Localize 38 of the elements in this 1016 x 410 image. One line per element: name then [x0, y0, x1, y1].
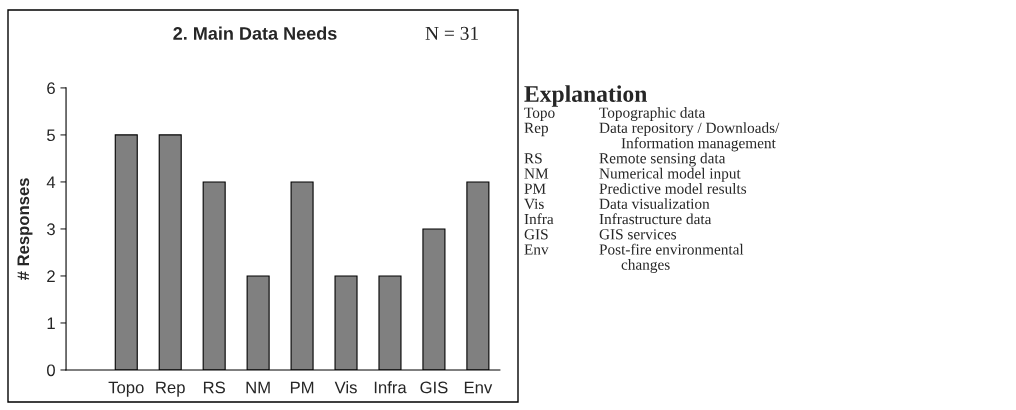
x-tick-label: NM	[246, 381, 270, 394]
text: PM	[524, 183, 546, 194]
text: GIS	[524, 229, 548, 240]
text: Vis	[524, 198, 544, 210]
y-tick-label: 2	[47, 270, 55, 282]
text: NM	[524, 168, 549, 179]
y-tick-label: 4	[46, 176, 56, 188]
text: Rep	[524, 122, 549, 137]
y-tick-label: 5	[47, 129, 55, 142]
text: Numerical model input	[599, 167, 741, 182]
text: RS	[524, 153, 542, 164]
text: Env	[524, 244, 549, 255]
text: Data visualization	[599, 198, 710, 210]
x-tick-label: GIS	[420, 381, 448, 394]
x-tick-label: PM	[290, 381, 314, 394]
x-tick-label: Rep	[156, 381, 185, 397]
x-tick-label: Vis	[334, 381, 357, 394]
text: Infrastructure data	[599, 213, 712, 225]
y-tick-label: 6	[47, 82, 55, 95]
y-axis-title: # Responses	[17, 178, 33, 281]
text: N = 31	[425, 26, 479, 40]
text: Predictive model results	[599, 183, 747, 194]
text: Explanation	[524, 85, 647, 107]
text: Topo	[524, 107, 555, 121]
text: GIS services	[599, 229, 677, 240]
text: Post-fire environmental changes	[599, 243, 744, 273]
x-tick-label: Topo	[108, 381, 144, 397]
x-tick-label: Env	[464, 381, 493, 394]
text: Infra	[524, 213, 554, 225]
x-tick-label: RS	[203, 381, 225, 394]
chart-title: 2. Main Data Needs	[173, 26, 337, 40]
y-tick-label: 3	[46, 223, 55, 236]
text: Topographic data	[599, 107, 706, 121]
y-tick-label: 1	[47, 317, 55, 330]
y-tick-label: 0	[47, 364, 55, 377]
text: Remote sensing data	[599, 152, 726, 167]
text: Data repository / Downloads/ Information management	[599, 122, 780, 152]
x-tick-label: Infra	[374, 381, 407, 394]
